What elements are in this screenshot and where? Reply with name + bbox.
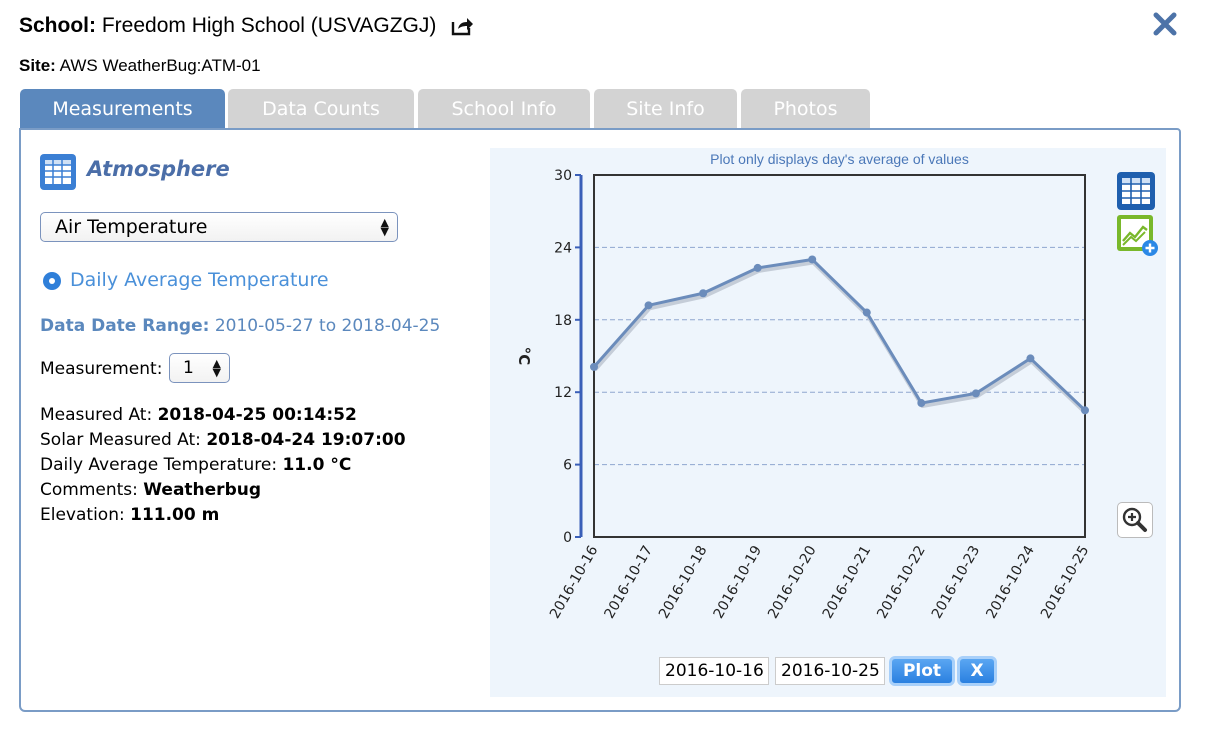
table-icon bbox=[40, 154, 76, 190]
x-tick-label: 2016-10-24 bbox=[983, 543, 1038, 622]
clear-button[interactable]: X bbox=[957, 656, 997, 686]
select-arrows-icon: ▲ ▼ bbox=[212, 357, 221, 379]
section-title: Atmosphere bbox=[87, 157, 230, 181]
date-range-label: Data Date Range: bbox=[40, 316, 210, 336]
start-date-input[interactable]: 2016-10-16 bbox=[659, 657, 769, 685]
measurement-number-value: 1 bbox=[183, 358, 194, 378]
measurement-label: Measurement: bbox=[40, 359, 163, 379]
site-name: AWS WeatherBug:ATM-01 bbox=[59, 56, 261, 75]
x-tick-label: 2016-10-25 bbox=[1038, 543, 1093, 621]
x-tick-label: 2016-10-18 bbox=[656, 543, 711, 621]
x-tick-label: 2016-10-19 bbox=[711, 543, 766, 621]
school-label: School: bbox=[19, 14, 96, 37]
temperature-chart: Plot only displays day's average of valu… bbox=[515, 151, 1093, 622]
series-line bbox=[592, 257, 1087, 412]
data-point bbox=[862, 308, 871, 317]
school-title: School: Freedom High School (USVAGZGJ) bbox=[19, 14, 474, 42]
data-point bbox=[590, 362, 598, 371]
y-tick-label: 24 bbox=[554, 240, 572, 256]
chart-title: Plot only displays day's average of valu… bbox=[710, 151, 969, 167]
chart-area bbox=[490, 148, 1166, 697]
data-point bbox=[753, 263, 762, 272]
detail-daily-average-temp: Daily Average Temperature: 11.0 °C bbox=[40, 455, 352, 475]
data-point bbox=[917, 399, 926, 408]
y-tick-label: 18 bbox=[554, 313, 572, 329]
data-point bbox=[1081, 406, 1089, 415]
detail-elevation: Elevation: 111.00 m bbox=[40, 505, 220, 525]
plot-button[interactable]: Plot bbox=[889, 656, 955, 686]
measurement-details: Measured At: 2018-04-25 00:14:52 Solar M… bbox=[40, 403, 406, 528]
share-icon[interactable] bbox=[450, 16, 474, 42]
data-point bbox=[1026, 354, 1035, 363]
y-tick-label: 0 bbox=[563, 530, 572, 546]
y-tick-label: 6 bbox=[563, 458, 572, 474]
school-name: Freedom High School (USVAGZGJ) bbox=[101, 14, 437, 37]
tab-data-counts[interactable]: Data Counts bbox=[228, 89, 414, 129]
detail-measured-at: Measured At: 2018-04-25 00:14:52 bbox=[40, 405, 357, 425]
tab-site-info[interactable]: Site Info bbox=[594, 89, 737, 129]
measurements-panel bbox=[19, 128, 1181, 712]
tab-school-info[interactable]: School Info bbox=[418, 89, 590, 129]
y-axis-label: °C bbox=[515, 347, 533, 366]
y-tick-label: 12 bbox=[554, 385, 572, 401]
end-date-input[interactable]: 2016-10-25 bbox=[775, 657, 885, 685]
site-line: Site: AWS WeatherBug:ATM-01 bbox=[19, 56, 261, 76]
data-point bbox=[808, 255, 817, 264]
select-arrows-icon: ▲ ▼ bbox=[380, 216, 389, 238]
tab-photos[interactable]: Photos bbox=[741, 89, 870, 129]
add-graph-icon[interactable] bbox=[1117, 215, 1159, 257]
site-label: Site: bbox=[19, 56, 56, 75]
measurement-type-select[interactable]: Air Temperature ▲ ▼ bbox=[40, 212, 398, 242]
x-tick-label: 2016-10-20 bbox=[765, 543, 820, 621]
measurement-type-value: Air Temperature bbox=[55, 216, 208, 238]
radio-label[interactable]: Daily Average Temperature bbox=[70, 269, 329, 291]
x-tick-label: 2016-10-17 bbox=[601, 543, 656, 621]
date-range: Data Date Range: 2010-05-27 to 2018-04-2… bbox=[40, 316, 440, 336]
zoom-icon[interactable] bbox=[1117, 502, 1153, 538]
date-range-value: 2010-05-27 to 2018-04-25 bbox=[214, 316, 441, 336]
x-tick-label: 2016-10-21 bbox=[820, 543, 875, 621]
detail-comments: Comments: Weatherbug bbox=[40, 480, 262, 500]
y-tick-label: 30 bbox=[554, 168, 572, 184]
detail-solar-measured-at: Solar Measured At: 2018-04-24 19:07:00 bbox=[40, 430, 406, 450]
x-tick-label: 2016-10-16 bbox=[547, 543, 602, 622]
data-point bbox=[699, 289, 708, 298]
measurement-number-select[interactable]: 1 ▲ ▼ bbox=[169, 353, 230, 383]
daily-average-radio[interactable] bbox=[43, 272, 61, 290]
tab-measurements[interactable]: Measurements bbox=[20, 89, 225, 129]
x-tick-label: 2016-10-23 bbox=[929, 543, 984, 621]
data-point bbox=[971, 389, 980, 398]
close-icon[interactable] bbox=[1152, 11, 1178, 37]
x-tick-label: 2016-10-22 bbox=[874, 543, 929, 621]
data-point bbox=[644, 301, 653, 310]
table-view-icon[interactable] bbox=[1117, 172, 1155, 210]
plot-border bbox=[593, 174, 1086, 538]
